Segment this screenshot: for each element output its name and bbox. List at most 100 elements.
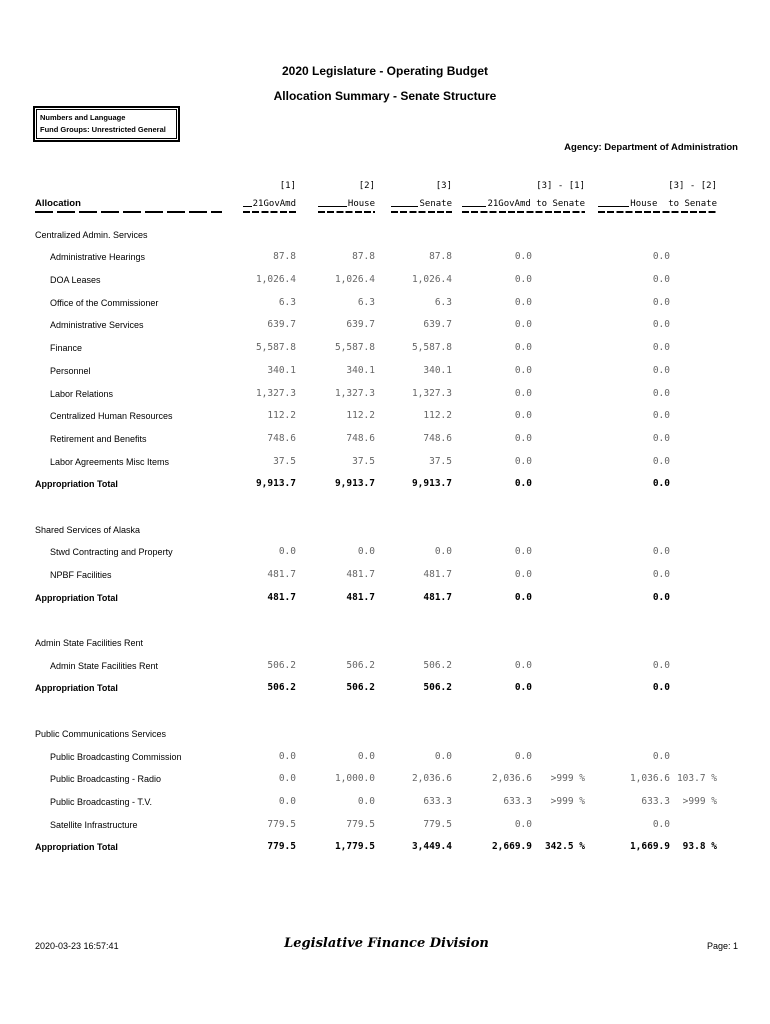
- value-diff-house-to-senate: 0.0: [652, 274, 670, 286]
- section-spacer-row: [35, 489, 717, 512]
- section-header-row: Admin State Facilities Rent: [35, 625, 717, 648]
- value-diff-house-to-senate: 0.0: [652, 659, 670, 671]
- value-diff-house-to-senate-pct: 93.8 %: [682, 841, 717, 853]
- col1-bracket: [1]: [279, 181, 296, 191]
- value-diff-house-to-senate: 0.0: [652, 569, 670, 580]
- col4-header: 21GovAmd to Senate: [487, 199, 585, 209]
- allocation-table-body: Centralized Admin. Services Administrati…: [35, 217, 717, 853]
- value-house: 37.5: [352, 455, 375, 467]
- value-diff-govamd-to-senate-pct: [532, 240, 585, 263]
- allocation-label: Stwd Contracting and Property: [50, 547, 173, 558]
- value-diff-govamd-to-senate: 0.0: [514, 410, 532, 422]
- allocation-table: [1] [2] [3] [3] - [1] [3] - [2] Allocati…: [35, 176, 717, 852]
- appropriation-total-row: Appropriation Total 481.7 481.7 481.7 0.…: [35, 580, 717, 603]
- value-house: 87.8: [352, 251, 375, 263]
- value-diff-govamd-to-senate-pct: [532, 807, 585, 830]
- value-diff-govamd-to-senate: 0.0: [514, 478, 532, 490]
- header-fill-line: [391, 206, 419, 207]
- value-senate: 0.0: [434, 546, 452, 558]
- value-diff-house-to-senate: 0.0: [652, 682, 670, 694]
- value-house: 1,026.4: [334, 274, 375, 286]
- report-title-line1: 2020 Legislature - Operating Budget: [281, 64, 489, 78]
- col3-bracket: [3]: [435, 181, 452, 191]
- value-diff-govamd-to-senate-pct: [532, 671, 585, 694]
- allocation-label: Personnel: [50, 365, 91, 376]
- allocation-column-header: Allocation: [35, 198, 81, 209]
- section-name: Admin State Facilities Rent: [35, 638, 144, 649]
- value-house: 1,779.5: [334, 841, 375, 853]
- value-diff-govamd-to-senate: 0.0: [514, 342, 532, 354]
- value-21govamd: 639.7: [267, 319, 296, 331]
- value-senate: 506.2: [423, 659, 452, 671]
- value-senate: 1,026.4: [411, 274, 452, 286]
- value-senate: 639.7: [423, 319, 452, 331]
- col1-underline: [243, 211, 296, 213]
- allocation-row: Office of the Commissioner 6.3 6.3 6.3 0…: [35, 285, 717, 308]
- value-21govamd: 779.5: [267, 818, 296, 830]
- value-diff-govamd-to-senate: 0.0: [514, 682, 532, 694]
- value-senate: 779.5: [423, 818, 452, 830]
- col1-header: 21GovAmd: [252, 199, 296, 209]
- value-diff-house-to-senate: 633.3: [641, 795, 670, 807]
- value-diff-govamd-to-senate: 2,036.6: [491, 773, 532, 785]
- value-house: 779.5: [346, 818, 375, 830]
- header-fill-line: [462, 206, 487, 207]
- value-diff-house-to-senate: 0.0: [652, 387, 670, 399]
- value-diff-govamd-to-senate-pct: 342.5 %: [544, 841, 585, 853]
- column-bracket-row: [1] [2] [3] [3] - [1] [3] - [2]: [35, 176, 717, 191]
- value-diff-house-to-senate-pct: [670, 671, 717, 694]
- value-house: 340.1: [346, 364, 375, 376]
- header-underline-row: [35, 209, 717, 217]
- value-diff-house-to-senate: 1,669.9: [629, 841, 670, 853]
- value-21govamd: 481.7: [267, 569, 296, 580]
- value-senate: 6.3: [434, 296, 452, 308]
- column-name-row: Allocation 21GovAmd House Senate 21GovAm…: [35, 191, 717, 209]
- value-diff-govamd-to-senate-pct: [532, 285, 585, 308]
- value-diff-house-to-senate-pct: [670, 353, 717, 376]
- col4-bracket: [3] - [1]: [536, 181, 585, 191]
- value-diff-house-to-senate-pct: [670, 330, 717, 353]
- report-scope-box: Numbers and Language Fund Groups: Unrest…: [33, 106, 180, 142]
- allocation-label: Appropriation Total: [35, 683, 118, 694]
- allocation-label: Satellite Infrastructure: [50, 819, 138, 830]
- value-diff-govamd-to-senate: 0.0: [514, 387, 532, 399]
- allocation-label: Office of the Commissioner: [50, 297, 159, 308]
- header-fill-line: [318, 206, 347, 207]
- value-diff-govamd-to-senate: 633.3: [503, 795, 532, 807]
- allocation-label: Appropriation Total: [35, 842, 118, 853]
- value-diff-govamd-to-senate-pct: [532, 739, 585, 762]
- value-21govamd: 112.2: [267, 410, 296, 422]
- value-house: 0.0: [357, 795, 375, 807]
- page-number: Page: 1: [706, 941, 738, 951]
- value-diff-house-to-senate: 0.0: [652, 478, 670, 490]
- value-21govamd: 0.0: [278, 750, 296, 762]
- value-21govamd: 9,913.7: [255, 478, 296, 490]
- value-senate: 506.2: [423, 682, 452, 694]
- value-21govamd: 1,327.3: [255, 387, 296, 399]
- value-diff-govamd-to-senate: 0.0: [514, 319, 532, 331]
- value-diff-house-to-senate-pct: [670, 807, 717, 830]
- value-house: 506.2: [346, 682, 375, 694]
- value-senate: 0.0: [434, 750, 452, 762]
- value-21govamd: 6.3: [278, 296, 296, 308]
- value-diff-govamd-to-senate-pct: [532, 262, 585, 285]
- value-diff-govamd-to-senate-pct: [532, 399, 585, 422]
- allocation-label: Administrative Services: [50, 320, 144, 331]
- allocation-row: Administrative Hearings 87.8 87.8 87.8 0…: [35, 240, 717, 263]
- value-diff-house-to-senate: 0.0: [652, 410, 670, 422]
- value-diff-govamd-to-senate: 0.0: [514, 251, 532, 263]
- value-diff-house-to-senate: 0.0: [652, 251, 670, 263]
- value-senate: 1,327.3: [411, 387, 452, 399]
- value-diff-house-to-senate-pct: [670, 421, 717, 444]
- allocation-row: Public Broadcasting - T.V. 0.0 0.0 633.3…: [35, 784, 717, 807]
- value-diff-house-to-senate-pct: 103.7 %: [676, 773, 717, 785]
- value-diff-house-to-senate: 0.0: [652, 296, 670, 308]
- value-diff-house-to-senate-pct: [670, 262, 717, 285]
- value-21govamd: 0.0: [278, 546, 296, 558]
- value-diff-govamd-to-senate-pct: [532, 580, 585, 603]
- value-21govamd: 37.5: [273, 455, 296, 467]
- value-senate: 3,449.4: [411, 841, 452, 853]
- value-diff-house-to-senate: 0.0: [652, 432, 670, 444]
- value-diff-govamd-to-senate: 0.0: [514, 569, 532, 580]
